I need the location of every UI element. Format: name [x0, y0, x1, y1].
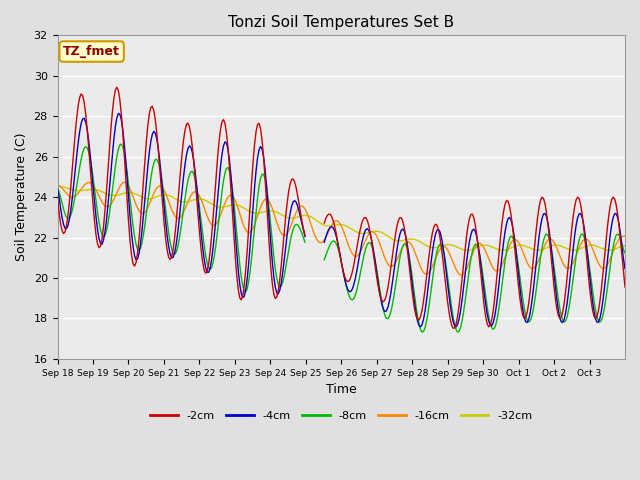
Line: -16cm: -16cm: [58, 182, 625, 275]
-16cm: [621, 233, 629, 239]
-16cm: [120, 180, 128, 185]
-2cm: [91, 219, 99, 225]
-32cm: [621, 243, 629, 249]
-4cm: [73, 152, 81, 158]
-8cm: [54, 186, 61, 192]
Title: Tonzi Soil Temperatures Set B: Tonzi Soil Temperatures Set B: [228, 15, 454, 30]
-16cm: [620, 233, 627, 239]
-2cm: [460, 262, 467, 267]
Line: -2cm: -2cm: [58, 87, 625, 328]
-2cm: [544, 222, 552, 228]
-8cm: [347, 297, 355, 302]
-16cm: [545, 236, 553, 242]
-4cm: [460, 285, 467, 291]
-32cm: [91, 187, 99, 192]
-32cm: [73, 188, 81, 193]
-32cm: [458, 246, 466, 252]
-2cm: [73, 114, 81, 120]
-32cm: [346, 225, 353, 230]
Legend: -2cm, -4cm, -8cm, -16cm, -32cm: -2cm, -4cm, -8cm, -16cm, -32cm: [146, 407, 537, 425]
-8cm: [73, 183, 81, 189]
-16cm: [457, 272, 465, 278]
Line: -8cm: -8cm: [58, 144, 625, 332]
-8cm: [91, 186, 99, 192]
-16cm: [347, 248, 355, 254]
-16cm: [54, 182, 61, 188]
-4cm: [91, 199, 99, 205]
-2cm: [621, 284, 629, 290]
-4cm: [544, 220, 552, 226]
X-axis label: Time: Time: [326, 383, 356, 396]
-4cm: [54, 186, 61, 192]
-32cm: [618, 243, 626, 249]
Line: -4cm: -4cm: [58, 114, 625, 327]
Line: -32cm: -32cm: [58, 186, 625, 250]
-2cm: [347, 274, 355, 280]
-16cm: [91, 185, 99, 191]
-8cm: [544, 232, 552, 238]
-4cm: [347, 288, 355, 294]
-8cm: [618, 241, 626, 247]
-4cm: [621, 266, 629, 272]
-32cm: [605, 247, 612, 253]
-32cm: [54, 183, 61, 189]
Y-axis label: Soil Temperature (C): Soil Temperature (C): [15, 133, 28, 262]
-32cm: [543, 245, 550, 251]
-16cm: [461, 269, 469, 275]
Text: TZ_fmet: TZ_fmet: [63, 45, 120, 58]
-16cm: [73, 192, 81, 198]
-4cm: [618, 244, 626, 250]
-2cm: [54, 195, 61, 201]
-2cm: [618, 253, 626, 259]
-8cm: [460, 310, 467, 315]
-8cm: [621, 250, 629, 256]
